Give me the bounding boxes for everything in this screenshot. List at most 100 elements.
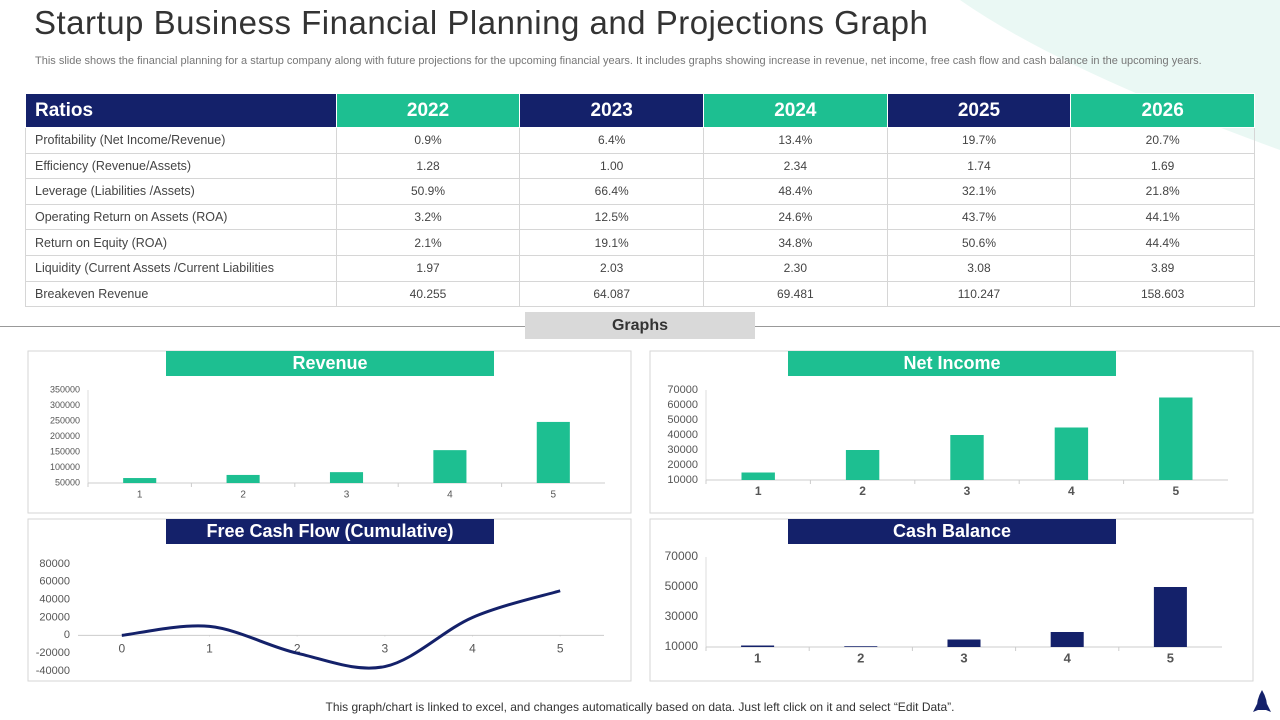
table-cell: Profitability (Net Income/Revenue) [25, 127, 337, 154]
chart-title-bg [788, 519, 1116, 544]
y-tick-label: 150000 [50, 446, 80, 456]
x-tick-label: 4 [1064, 650, 1072, 665]
header-cell: 2022 [335, 93, 521, 128]
x-tick-label: 3 [960, 650, 967, 665]
header-cell: 2023 [519, 93, 704, 128]
chart-title-bg [166, 351, 494, 376]
table-cell: 40.255 [335, 280, 521, 308]
table-cell: 3.2% [335, 203, 521, 231]
table-cell: 6.4% [519, 127, 704, 154]
x-tick-label: 5 [1167, 650, 1174, 665]
y-tick-label: -20000 [36, 647, 70, 659]
y-tick-label: 100000 [50, 462, 80, 472]
y-tick-label: 250000 [50, 415, 80, 425]
y-tick-label: 30000 [667, 444, 698, 456]
table-row: Efficiency (Revenue/Assets) 1.28 1.00 2.34 1… [25, 152, 1255, 180]
header-cell: 2024 [703, 93, 888, 128]
table-row: Operating Return on Assets (ROA) 3.2% 12.5… [25, 203, 1255, 231]
y-tick-label: 200000 [50, 431, 80, 441]
table-cell: Operating Return on Assets (ROA) [25, 203, 337, 231]
x-tick-label: 2 [857, 650, 864, 665]
table-cell: 0.9% [335, 127, 521, 154]
title: Startup Business Financial Planning and … [34, 4, 929, 41]
y-tick-label: 20000 [667, 459, 698, 471]
y-tick-label: 50000 [667, 414, 698, 426]
table-cell: 158.603 [1070, 280, 1255, 308]
bar [845, 450, 880, 480]
y-tick-label: -40000 [36, 665, 70, 677]
x-tick-label: 3 [344, 490, 350, 501]
x-tick-label: 1 [755, 484, 762, 498]
y-tick-label: 30000 [665, 609, 699, 623]
bar [741, 645, 775, 647]
y-tick-label: 70000 [667, 384, 698, 396]
bar [123, 478, 157, 483]
table-cell: 3.89 [1070, 254, 1255, 282]
bar [947, 639, 981, 647]
bar [433, 450, 467, 483]
x-tick-label: 4 [1068, 484, 1075, 498]
x-tick-label: 1 [206, 642, 213, 656]
y-tick-label: 60000 [667, 399, 698, 411]
y-tick-label: 80000 [39, 558, 70, 570]
rocket-icon [1253, 690, 1271, 712]
chart-title-bg [166, 519, 494, 544]
header-row: Ratios 2022 2023 2024 2025 2026 [25, 93, 1255, 128]
chart-panel [27, 350, 632, 514]
x-tick-label: 3 [381, 642, 388, 656]
bar [1054, 427, 1089, 480]
x-tick-label: 0 [118, 642, 125, 656]
x-tick-label: 3 [964, 484, 971, 498]
table-cell: 64.087 [519, 280, 704, 308]
bar [1050, 632, 1084, 647]
table-cell: 2.30 [703, 254, 888, 282]
bar [329, 472, 364, 483]
chart-title: Free Cash Flow (Cumulative) [206, 521, 453, 541]
table-cell: 13.4% [703, 127, 888, 154]
chart-title: Revenue [292, 353, 367, 373]
y-tick-label: 60000 [39, 576, 70, 588]
chart-title-bg [788, 351, 1116, 376]
table-cell: 69.481 [703, 280, 888, 308]
table-row: Profitability (Net Income/Revenue) 0.9% 6.… [25, 127, 1255, 154]
header-cell: Ratios [25, 93, 337, 128]
table-cell: Return on Equity (ROA) [25, 229, 337, 256]
bar [1153, 587, 1187, 647]
table-row: Breakeven Revenue 40.255 64.087 69.481 110.2… [25, 280, 1255, 308]
chart-title: Cash Balance [893, 521, 1011, 541]
line [121, 589, 561, 670]
table-cell: 110.247 [886, 280, 1072, 308]
footer: This graph/chart is linked to excel, and… [325, 700, 955, 714]
y-tick-label: 20000 [39, 611, 70, 623]
bar [844, 646, 878, 647]
table-cell: 1.74 [886, 152, 1072, 180]
chart-title: Net Income [903, 353, 1000, 373]
table-cell: 21.8% [1070, 178, 1255, 205]
table-cell: 43.7% [886, 203, 1072, 231]
x-tick-label: 2 [859, 484, 866, 498]
x-tick-label: 4 [469, 642, 476, 656]
x-tick-label: 1 [137, 490, 143, 501]
subtitle: This slide shows the financial planning … [35, 55, 1202, 67]
x-tick-label: 2 [294, 642, 301, 656]
x-tick-label: 5 [557, 642, 564, 656]
y-tick-label: 0 [64, 629, 70, 641]
y-tick-label: 40000 [667, 429, 698, 441]
chart-panel [649, 350, 1254, 514]
table-cell: 44.4% [1070, 229, 1255, 256]
y-tick-label: 10000 [667, 474, 698, 486]
y-tick-label: 50000 [665, 579, 699, 593]
bar [536, 421, 570, 483]
header-cell: 2025 [886, 93, 1072, 128]
table-row: Liquidity (Current Assets /Current Liabi… [25, 254, 1255, 282]
x-tick-label: 2 [240, 490, 246, 501]
table-cell: 34.8% [703, 229, 888, 256]
ratio-table: Ratios 2022 2023 2024 2025 2026 Profitability … [25, 93, 1255, 308]
table-cell: Leverage (Liabilities /Assets) [25, 178, 337, 205]
x-tick-label: 5 [1172, 484, 1179, 498]
y-tick-label: 350000 [50, 384, 80, 394]
table-cell: 32.1% [886, 178, 1072, 205]
bar [226, 474, 260, 483]
